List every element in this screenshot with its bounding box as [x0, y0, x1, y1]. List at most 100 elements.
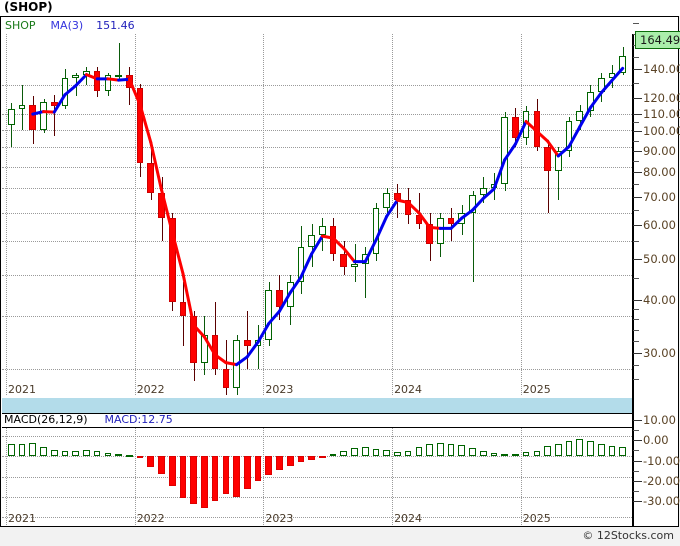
- macd-bar: [83, 450, 90, 457]
- candle-body: [115, 75, 122, 78]
- price-legend: SHOP MA(3) 151.46: [5, 19, 135, 32]
- candle-body: [458, 212, 466, 224]
- candle-body: [319, 226, 326, 236]
- price-axis-baseline: [2, 413, 632, 414]
- price-axis-label: 120.00: [643, 90, 680, 105]
- candle-body: [329, 226, 337, 254]
- candle-body: [126, 75, 133, 88]
- year-gridline: [520, 34, 522, 395]
- axis-tick: [633, 460, 642, 462]
- candle-body: [576, 110, 584, 122]
- candle-body: [608, 72, 616, 78]
- axis-minor-tick: [633, 470, 639, 472]
- candle-wick: [226, 340, 227, 395]
- axis-minor-tick: [633, 140, 639, 142]
- candle-body: [222, 368, 230, 389]
- page-title: (SHOP): [4, 0, 53, 14]
- axis-minor-tick: [633, 430, 639, 432]
- candle-body: [265, 290, 273, 341]
- macd-bar: [597, 444, 605, 457]
- candle-wick: [258, 325, 259, 369]
- axis-minor-tick: [633, 340, 639, 342]
- legend-ma-value: 151.46: [96, 19, 135, 32]
- axis-minor-tick: [633, 490, 639, 492]
- gridline: [2, 85, 632, 87]
- candle-body: [437, 218, 444, 245]
- price-axis-label: 70.00: [643, 189, 676, 204]
- axis-minor-tick: [633, 319, 639, 321]
- macd-bar: [587, 441, 594, 457]
- axis-minor-tick: [633, 450, 639, 452]
- macd-bar: [190, 456, 197, 504]
- axis-tick: [633, 131, 642, 133]
- year-label: 2023: [265, 512, 294, 525]
- macd-bar: [168, 456, 176, 486]
- macd-bar: [115, 453, 122, 457]
- year-label: 2025: [522, 512, 551, 525]
- year-label: 2025: [522, 383, 551, 396]
- macd-axis-baseline: [2, 526, 632, 527]
- gridline: [2, 476, 632, 478]
- candle-body: [147, 162, 155, 193]
- price-axis-label: 90.00: [643, 143, 676, 158]
- macd-bar: [201, 456, 208, 508]
- axis-minor-tick: [633, 365, 639, 367]
- macd-bar: [554, 444, 562, 457]
- candle-body: [72, 75, 80, 78]
- candle-wick: [548, 139, 549, 213]
- axis-tick: [633, 196, 642, 198]
- macd-bar: [286, 456, 294, 467]
- price-axis-label: 80.00: [643, 165, 676, 180]
- candle-body: [233, 340, 240, 389]
- candle-wick: [54, 94, 55, 137]
- axis-minor-tick: [633, 23, 639, 25]
- macd-axis-label: -10.00: [643, 453, 680, 468]
- macd-value-label: MACD:12.75: [104, 413, 173, 426]
- gridline: [2, 274, 632, 276]
- macd-bar: [372, 449, 380, 457]
- candle-body: [254, 340, 262, 346]
- macd-panel-top-border: [2, 427, 632, 428]
- macd-bar: [211, 456, 219, 501]
- macd-bar: [608, 446, 616, 457]
- price-axis-label: 100.00: [643, 124, 680, 139]
- macd-bar: [340, 451, 348, 457]
- candle-body: [158, 192, 165, 219]
- candle-body: [40, 101, 47, 130]
- axis-minor-tick: [633, 379, 639, 380]
- candle-body: [469, 195, 476, 213]
- macd-bar: [512, 453, 519, 457]
- gridline: [2, 113, 632, 115]
- candle-wick: [247, 311, 248, 369]
- axis-minor-tick: [633, 56, 639, 58]
- macd-bar: [544, 446, 551, 457]
- candle-body: [168, 218, 176, 303]
- macd-bar: [265, 456, 273, 476]
- axis-minor-tick: [633, 122, 639, 124]
- candle-wick: [558, 147, 559, 201]
- axis-minor-tick: [633, 329, 639, 331]
- macd-legend: MACD(26,12,9) MACD:12.75: [4, 413, 173, 426]
- year-label: 2024: [394, 383, 423, 396]
- macd-bar: [18, 443, 26, 457]
- axis-tick: [633, 352, 642, 354]
- candle-body: [372, 207, 380, 254]
- gridline: [2, 456, 632, 458]
- macd-bar: [383, 450, 391, 457]
- macd-bar: [490, 453, 498, 457]
- macd-bar: [319, 456, 326, 459]
- year-label: 2024: [394, 512, 423, 525]
- axis-minor-tick: [633, 184, 639, 186]
- candle-body: [93, 71, 101, 91]
- candle-body: [522, 110, 530, 139]
- macd-bar: [469, 448, 476, 457]
- year-gridline: [263, 34, 265, 395]
- candle-body: [136, 87, 144, 163]
- macd-bar: [522, 452, 530, 457]
- candle-body: [512, 116, 519, 139]
- price-axis-label: 140.00: [643, 62, 680, 77]
- year-label: 2022: [136, 383, 165, 396]
- macd-bar: [222, 456, 230, 494]
- macd-axis-label: -30.00: [643, 493, 680, 508]
- axis-tick: [633, 97, 642, 99]
